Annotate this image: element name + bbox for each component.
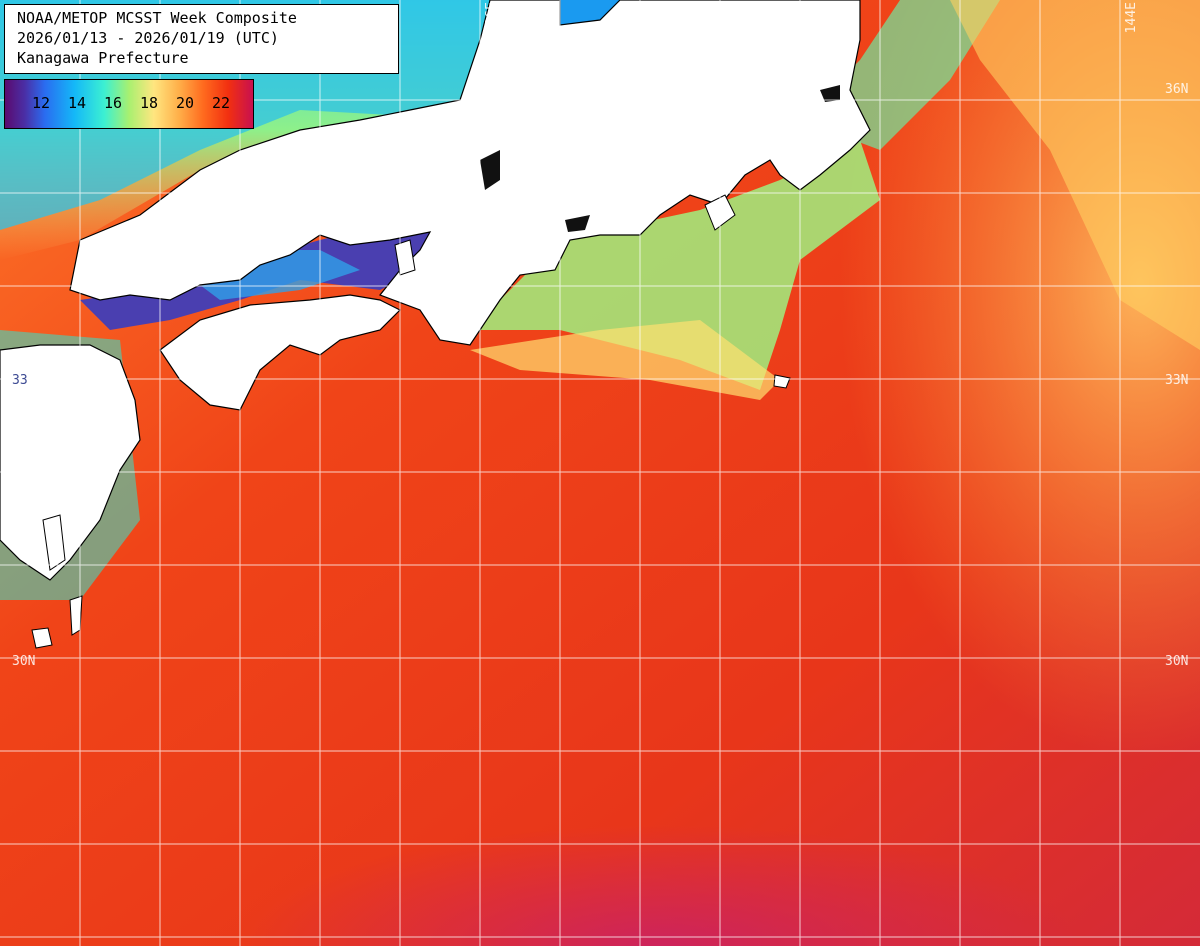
colorbar-label: 16: [104, 94, 123, 112]
lake-small: [565, 215, 590, 232]
region-name: Kanagawa Prefecture: [17, 49, 189, 67]
colorbar-label: 12: [32, 94, 51, 112]
shikoku-land: [159, 294, 402, 411]
island-small-3: [773, 374, 791, 389]
island-small-4: [42, 514, 66, 571]
lat-label-30n-right: 30N: [1165, 654, 1189, 669]
lat-label-36n-right: 36N: [1165, 82, 1189, 97]
east-yellow: [950, 0, 1200, 350]
lat-label-33n-right: 33N: [1165, 373, 1189, 388]
lake-kasumi: [820, 85, 840, 102]
lat-label-33-left: 33: [12, 373, 28, 388]
date-range: 2026/01/13 - 2026/01/19 (UTC): [17, 29, 279, 47]
lake-biwa: [480, 150, 500, 190]
map-title: NOAA/METOP MCSST Week Composite: [17, 9, 297, 27]
coastal-green-band: [470, 140, 880, 390]
map-title-box: NOAA/METOP MCSST Week Composite 2026/01/…: [4, 4, 399, 74]
colorbar-label: 14: [68, 94, 87, 112]
coastal-yellow-band: [470, 320, 780, 400]
honshu-land: [69, 0, 871, 346]
lon-label-144e: 144E: [1124, 2, 1139, 34]
colorbar-label: 22: [212, 94, 231, 112]
colorbar-label: 18: [140, 94, 159, 112]
kyushu-land: [0, 344, 141, 581]
lon-label-136e: 136E: [484, 2, 499, 34]
colorbar-labels: 12 14 16 18 20 22: [32, 94, 248, 112]
temperature-colorbar: 12 14 16 18 20 22: [4, 79, 254, 129]
island-small-1: [31, 627, 53, 649]
colorbar-label: 20: [176, 94, 195, 112]
lat-label-30n-left: 30N: [12, 654, 36, 669]
ocean-south-purple: [0, 600, 1200, 946]
